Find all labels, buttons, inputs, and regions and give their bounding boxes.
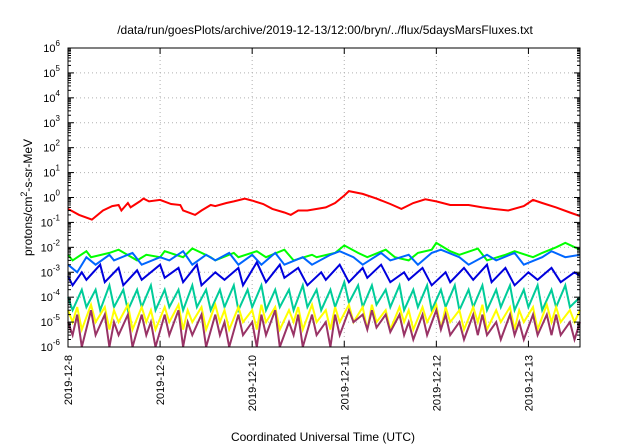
series-line-2 [67,241,581,262]
x-tick-label: 2019-12-11 [339,355,351,410]
y-tick-label: 10-1 [41,213,61,229]
y-tick-label: 100 [43,189,60,205]
x-tick-label: 2019-12-8 [63,355,75,405]
y-tick-label: 10-5 [41,313,61,329]
y-tick-label: 105 [43,64,60,80]
y-tick-label: 102 [43,139,60,155]
y-axis-label: protons/cm2-s-sr-MeV [19,139,35,256]
y-tick-label: 10-2 [41,238,61,254]
y-tick-label: 10-6 [41,338,61,354]
y-tick-label: 101 [43,164,60,180]
chart-title: /data/run/goesPlots/archive/2019-12-13/1… [117,23,533,37]
series-line-4 [67,260,581,288]
series-line-6 [67,301,581,334]
y-tick-label: 10-4 [41,288,61,304]
x-tick-label: 2019-12-12 [431,355,443,411]
y-axis-title: protons/cm2-s-sr-MeV [19,139,35,256]
x-tick-label: 2019-12-10 [247,355,259,411]
x-tick-label: 2019-12-9 [155,355,167,405]
y-tick-label: 104 [43,89,60,105]
y-tick-label: 103 [43,114,60,130]
x-tick-label: 2019-12-13 [523,355,535,411]
grid-lines [68,48,580,347]
series-line-5 [67,278,581,314]
y-tick-label: 106 [43,39,60,55]
series-line-3 [67,248,581,274]
data-series [67,190,581,348]
y-tick-label: 10-3 [41,263,61,279]
x-axis-label: Coordinated Universal Time (UTC) [231,430,415,444]
axis-ticks: 2019-12-8 2019-12-9 2019-12-10 2019-12-11 20… [41,39,580,411]
series-line-1 [67,190,581,221]
series-line-7 [67,306,581,348]
